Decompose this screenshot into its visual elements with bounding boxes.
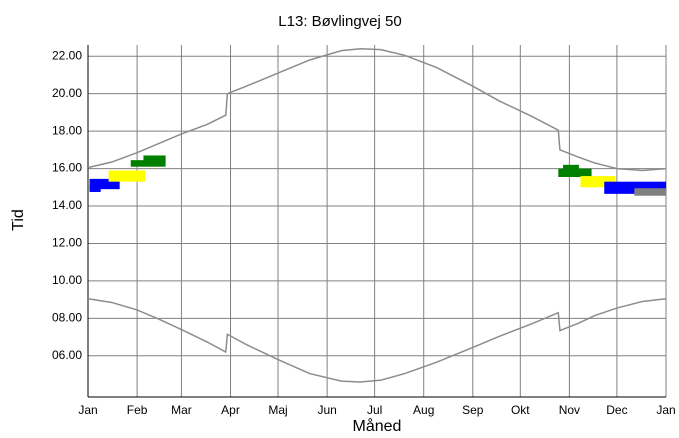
shadow-region	[580, 176, 616, 188]
y-tick-label: 16.00	[52, 161, 82, 175]
x-tick-label: Jan	[656, 403, 675, 417]
shadow-region	[89, 178, 120, 190]
x-tick-label: Mar	[171, 403, 192, 417]
line	[87, 297, 667, 383]
y-tick-label: 22.00	[52, 48, 82, 62]
shadow-region	[558, 168, 592, 177]
y-tick-label: 10.00	[52, 273, 82, 287]
x-tick-label: Jun	[317, 403, 336, 417]
x-tick-label: Dec	[606, 403, 627, 417]
shadow-region	[130, 160, 166, 167]
x-axis-label: Måned	[353, 417, 402, 435]
chart-title: L13: Bøvlingvej 50	[278, 13, 401, 30]
y-tick-label: 20.00	[52, 86, 82, 100]
y-tick-label: 14.00	[52, 198, 82, 212]
shadow-region	[108, 170, 146, 182]
shadow-region	[563, 164, 579, 171]
x-tick-label: Feb	[127, 403, 148, 417]
x-tick-label: Nov	[559, 403, 580, 417]
shadow-region	[143, 155, 166, 163]
x-tick-label: Sep	[462, 403, 484, 417]
x-tick-label: Aug	[413, 403, 434, 417]
line	[87, 47, 667, 172]
x-tick-label: Apr	[221, 403, 240, 417]
x-tick-label: Maj	[268, 403, 287, 417]
y-tick-label: 12.00	[52, 236, 82, 250]
shadow-region	[89, 185, 101, 192]
y-tick-label: 06.00	[52, 348, 82, 362]
x-tick-label: Jan	[78, 403, 97, 417]
y-axis-label: Tid	[10, 209, 27, 231]
y-tick-label: 18.00	[52, 123, 82, 137]
y-tick-label: 08.00	[52, 311, 82, 325]
shadow-region	[634, 188, 666, 196]
x-tick-label: Okt	[511, 403, 530, 417]
x-tick-label: Jul	[367, 403, 382, 417]
